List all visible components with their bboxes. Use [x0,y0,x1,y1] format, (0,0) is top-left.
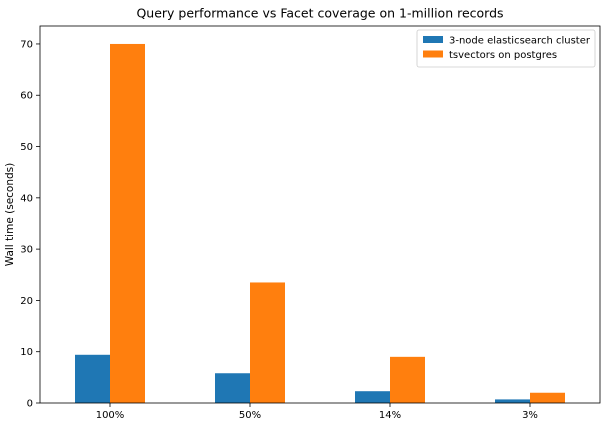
chart-title: Query performance vs Facet coverage on 1… [136,6,503,21]
legend: 3-node elasticsearch cluster tsvectors on… [416,29,596,68]
legend-label: tsvectors on postgres [449,50,557,61]
y-tick-label: 50 [20,142,33,153]
x-tick-label: 50% [239,410,261,421]
y-tick-label: 20 [20,296,33,307]
bar-series1 [215,373,250,403]
y-tick-label: 10 [20,347,33,358]
y-tick-label: 40 [20,193,33,204]
y-tick-label: 60 [20,91,33,102]
y-tick-label: 0 [27,399,33,410]
bar-series2 [530,392,565,403]
legend-label: 3-node elasticsearch cluster [449,36,591,47]
y-tick-label: 30 [20,245,33,256]
bar-series1 [495,399,530,403]
x-tick-label: 100% [96,410,125,421]
plot-frame [39,25,601,404]
legend-swatch [423,50,443,58]
bar-series2 [390,356,425,403]
x-tick-label: 3% [522,410,538,421]
bar-series2 [110,43,145,403]
x-tick-label: 14% [379,410,401,421]
bar-series1 [355,391,390,403]
y-axis-label: Wall time (seconds) [4,163,16,267]
legend-box [416,29,596,68]
axis-ticks: 0 10 20 30 40 50 60 70 100% 50% 14% 3% [20,39,538,421]
bars-group [75,43,565,403]
legend-swatch [423,36,443,43]
bar-series1 [75,354,110,403]
bar-series2 [250,282,285,403]
y-tick-label: 70 [20,39,33,50]
